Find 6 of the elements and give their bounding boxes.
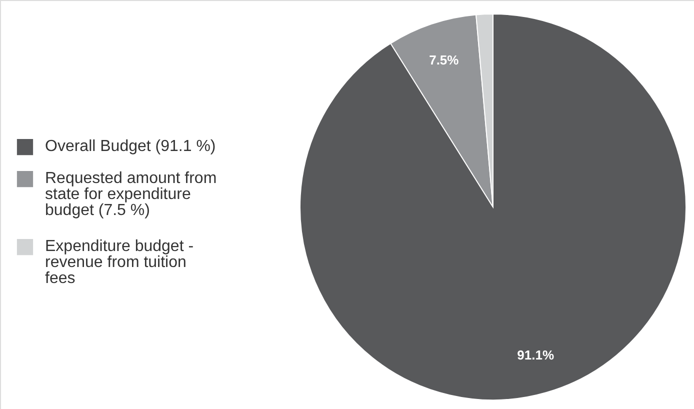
legend-label: Expenditure budget - revenue from tuition fees [45, 238, 194, 287]
pie-slice [300, 14, 686, 400]
legend-label: Overall Budget (91.1 %) [45, 138, 216, 155]
data-label: 7.5% [429, 52, 460, 68]
data-label: 91.1% [517, 347, 554, 362]
legend-label: Requested amount from state for expenditure budget (7.5 %) [45, 170, 217, 219]
